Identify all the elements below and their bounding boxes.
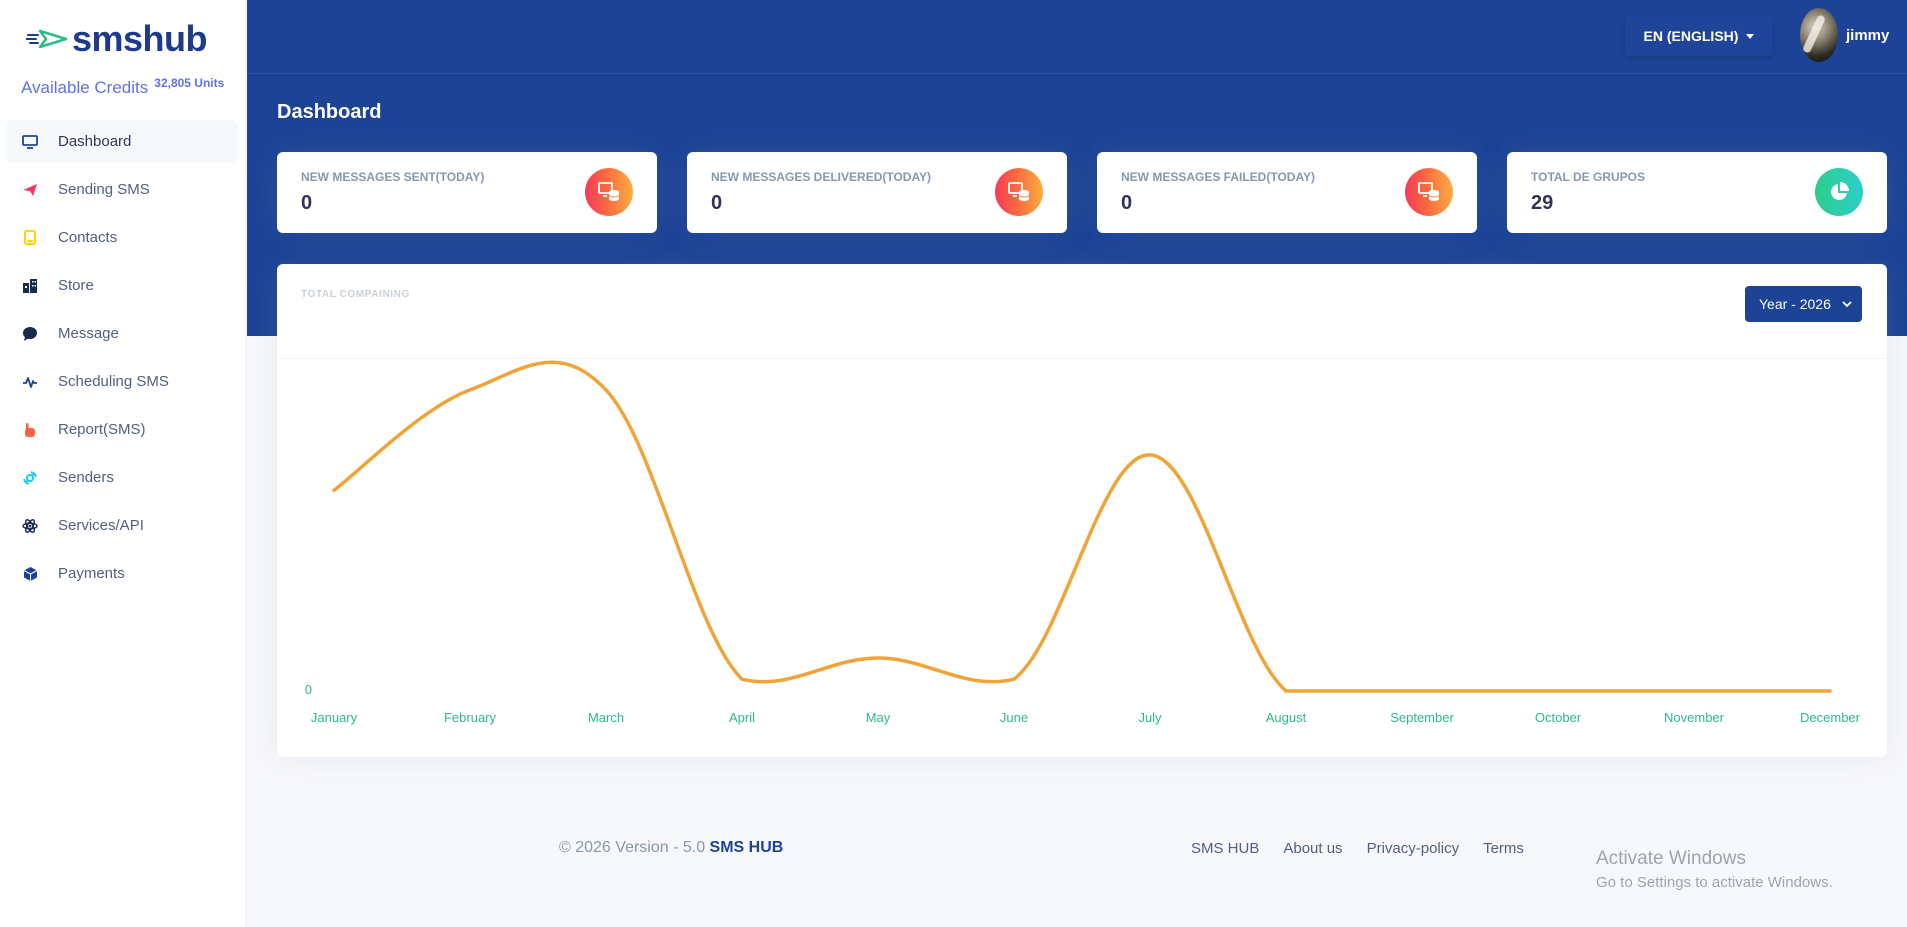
username: jimmy — [1846, 26, 1890, 44]
avatar[interactable] — [1800, 8, 1838, 62]
copyright-text: © 2026 Version - 5.0 — [559, 839, 710, 856]
database-icon — [995, 168, 1043, 216]
logo-plane-icon — [26, 29, 68, 49]
sidebar-item-dashboard[interactable]: Dashboard — [6, 120, 238, 163]
sidebar-item-message[interactable]: Message — [6, 312, 238, 355]
language-label: EN (ENGLISH) — [1643, 28, 1739, 44]
chart-card: TOTAL COMPAINING Year - 2026 0 January Fe… — [277, 264, 1887, 757]
monitor-icon — [20, 132, 40, 152]
available-credits: Available Credits 32,805 Units — [21, 76, 225, 98]
footer-link-privacy[interactable]: Privacy-policy — [1366, 840, 1460, 857]
x-tick-label: December — [1800, 710, 1861, 725]
sidebar-item-label: Store — [58, 277, 94, 294]
chart-header — [277, 264, 1887, 359]
footer-link-about[interactable]: About us — [1283, 840, 1343, 857]
x-tick-label: July — [1138, 710, 1162, 725]
hand-icon — [20, 420, 40, 440]
stat-title: NEW MESSAGES DELIVERED(TODAY) — [711, 170, 932, 184]
chart-title: TOTAL COMPAINING — [301, 289, 410, 300]
paper-plane-icon — [20, 180, 40, 200]
x-tick-label: October — [1535, 710, 1582, 725]
atom-icon — [20, 516, 40, 536]
stat-value: 0 — [1121, 192, 1133, 214]
x-axis: January February March April May June July Augu… — [311, 710, 1861, 725]
sidebar-item-scheduling-sms[interactable]: Scheduling SMS — [6, 360, 238, 403]
sidebar-nav: Dashboard Sending SMS Contacts Store Mes… — [6, 120, 238, 600]
sidebar-item-report-sms[interactable]: Report(SMS) — [6, 408, 238, 451]
database-icon — [1405, 168, 1453, 216]
x-tick-label: August — [1266, 710, 1307, 725]
brand-logo[interactable]: smshub — [26, 18, 208, 60]
topbar-divider — [247, 73, 1907, 74]
x-tick-label: May — [866, 710, 891, 725]
stat-title: NEW MESSAGES FAILED(TODAY) — [1121, 170, 1316, 184]
x-tick-label: April — [729, 710, 755, 725]
building-icon — [20, 276, 40, 296]
page-title: Dashboard — [277, 101, 382, 123]
stat-card-groups: TOTAL DE GRUPOS 29 — [1507, 152, 1887, 233]
database-icon — [585, 168, 633, 216]
x-tick-label: November — [1664, 710, 1725, 725]
year-select-value: Year - 2026 — [1759, 296, 1831, 312]
activity-icon — [20, 372, 40, 392]
sidebar-item-label: Report(SMS) — [58, 421, 146, 438]
stat-card-sent: NEW MESSAGES SENT(TODAY) 0 — [277, 152, 657, 233]
stat-title: NEW MESSAGES SENT(TODAY) — [301, 170, 485, 184]
sidebar-item-contacts[interactable]: Contacts — [6, 216, 238, 259]
stat-card-delivered: NEW MESSAGES DELIVERED(TODAY) 0 — [687, 152, 1067, 233]
chevron-down-icon — [1842, 300, 1852, 307]
stat-value: 29 — [1531, 192, 1554, 214]
x-tick-label: June — [1000, 710, 1028, 725]
x-tick-label: September — [1390, 710, 1454, 725]
activate-windows-watermark: Activate Windows Go to Settings to activ… — [1596, 848, 1833, 891]
footer-brand-link[interactable]: SMS HUB — [709, 839, 784, 856]
stat-value: 0 — [711, 192, 723, 214]
watermark-title: Activate Windows — [1596, 848, 1746, 869]
sidebar-item-payments[interactable]: Payments — [6, 552, 238, 595]
series-line — [332, 360, 1832, 693]
line-chart: 0 January February March April May June July Au… — [305, 360, 1861, 725]
satellite-icon — [20, 468, 40, 488]
sidebar-item-senders[interactable]: Senders — [6, 456, 238, 499]
sidebar-item-label: Dashboard — [58, 133, 132, 150]
language-dropdown[interactable]: EN (ENGLISH) — [1625, 16, 1773, 56]
footer-link-smshub[interactable]: SMS HUB — [1191, 840, 1260, 857]
sidebar-item-store[interactable]: Store — [6, 264, 238, 307]
user-menu[interactable]: jimmy — [1800, 8, 1889, 62]
x-tick-label: January — [311, 710, 358, 725]
stat-value: 0 — [301, 192, 313, 214]
sidebar: smshub Available Credits 32,805 Units Da… — [0, 0, 246, 927]
footer-link-terms[interactable]: Terms — [1483, 840, 1524, 857]
sidebar-item-services-api[interactable]: Services/API — [6, 504, 238, 547]
sidebar-item-label: Message — [58, 325, 119, 342]
sidebar-item-label: Contacts — [58, 229, 118, 246]
stat-title: TOTAL DE GRUPOS — [1531, 170, 1646, 184]
caret-down-icon — [1746, 33, 1755, 39]
sidebar-item-label: Services/API — [58, 517, 144, 534]
stat-card-failed: NEW MESSAGES FAILED(TODAY) 0 — [1097, 152, 1477, 233]
y-tick-label: 0 — [305, 682, 312, 697]
sidebar-item-label: Scheduling SMS — [58, 373, 169, 390]
year-select[interactable]: Year - 2026 — [1745, 286, 1862, 322]
credits-value: 32,805 Units — [154, 76, 225, 90]
sidebar-item-label: Senders — [58, 469, 114, 486]
footer-copyright: © 2026 Version - 5.0 SMS HUB — [559, 839, 783, 857]
sidebar-item-label: Payments — [58, 565, 125, 582]
watermark-subtitle: Go to Settings to activate Windows. — [1596, 874, 1833, 891]
box-icon — [20, 564, 40, 584]
brand-name: smshub — [72, 18, 208, 59]
x-tick-label: March — [588, 710, 624, 725]
contact-card-icon — [20, 228, 40, 248]
credits-label: Available Credits — [21, 78, 149, 97]
sidebar-item-label: Sending SMS — [58, 181, 150, 198]
x-tick-label: February — [444, 710, 497, 725]
sidebar-item-sending-sms[interactable]: Sending SMS — [6, 168, 238, 211]
footer-links: SMS HUB About us Privacy-policy Terms — [1191, 840, 1524, 857]
chat-bubble-icon — [20, 324, 40, 344]
pie-chart-icon — [1815, 168, 1863, 216]
